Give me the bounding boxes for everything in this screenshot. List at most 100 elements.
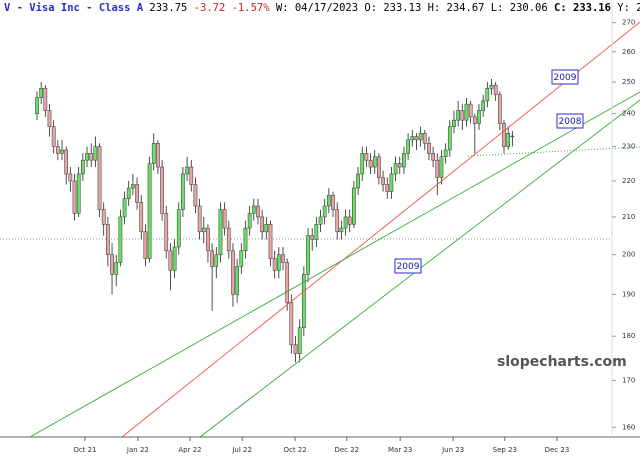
candle-body <box>464 103 469 121</box>
candle-body <box>72 180 77 214</box>
candle-body <box>93 146 98 161</box>
candle-body <box>243 227 248 252</box>
candle-body <box>310 235 315 240</box>
candle-body <box>302 274 306 328</box>
candle-body <box>472 116 477 124</box>
candle-body <box>452 119 456 127</box>
candle-body <box>201 227 206 233</box>
candle-body <box>210 250 214 267</box>
candle-body <box>60 149 64 154</box>
candle-body <box>156 142 160 168</box>
candle-body <box>226 227 231 252</box>
candle-body <box>114 262 119 275</box>
candle-body <box>39 88 44 98</box>
y-tick-label: 230 <box>622 143 635 151</box>
candle-body <box>135 184 139 203</box>
candle-body <box>306 235 310 275</box>
watermark: slopecharts.com <box>497 354 627 370</box>
candle-body <box>51 126 56 147</box>
close: C: 233.16 <box>554 2 611 14</box>
candle-body <box>352 187 356 225</box>
candle-body <box>68 173 73 182</box>
candle-body <box>443 149 448 157</box>
candle-body <box>318 216 323 225</box>
candle-body <box>272 258 277 271</box>
symbol: V - Visa Inc - Class A <box>4 2 144 14</box>
candle-body <box>343 216 348 229</box>
annotation-box <box>551 69 579 85</box>
candle-body <box>110 254 114 275</box>
candle-body <box>43 88 48 111</box>
candle-body <box>172 246 177 271</box>
annotation-box <box>556 113 584 129</box>
candle-body <box>381 177 385 185</box>
trend-line <box>29 91 640 438</box>
candle-body <box>447 126 452 151</box>
candle-body <box>339 227 344 233</box>
candle-body <box>176 209 181 248</box>
candle-body <box>410 136 415 141</box>
candle-body <box>477 110 481 124</box>
trend-line <box>467 146 640 157</box>
candle-body <box>276 254 281 271</box>
candle-body <box>289 302 294 346</box>
candle-body <box>327 194 331 207</box>
annotation: 2008 <box>556 113 584 129</box>
candle-body <box>106 224 110 255</box>
candle-body <box>247 213 252 229</box>
candle-body <box>297 327 302 354</box>
y-tick-label: 190 <box>622 290 635 298</box>
annotation: 2009 <box>394 258 422 274</box>
candle-body <box>439 156 444 178</box>
x-tick-label: Jun 23 <box>441 446 464 454</box>
y-tick-label: 180 <box>622 332 635 340</box>
y-tick-label: 240 <box>622 110 635 118</box>
candle-body <box>118 216 123 263</box>
candle-body <box>160 166 164 214</box>
candle-body <box>139 202 144 233</box>
candle-body <box>101 209 106 225</box>
y-tick-label: 170 <box>622 376 635 384</box>
candle-body <box>197 205 202 233</box>
x-tick-label: Oct 22 <box>283 446 306 454</box>
candle-body <box>264 224 269 233</box>
candle-body <box>456 110 460 121</box>
candle-body <box>335 209 340 233</box>
candle-body <box>414 136 419 141</box>
candle-body <box>64 149 69 175</box>
candle-body <box>235 266 239 295</box>
change: -3.72 <box>194 2 226 14</box>
candle-body <box>431 153 435 161</box>
candle-body <box>239 250 244 267</box>
annotation-label: 2009 <box>397 262 420 272</box>
candle-body <box>193 184 198 207</box>
candle-body <box>81 159 85 175</box>
change-pct: -1.57% <box>232 2 271 14</box>
candle-body <box>151 142 156 164</box>
y-tick-label: 250 <box>622 78 635 86</box>
candle-body <box>35 97 39 114</box>
candle-body <box>393 163 398 175</box>
candle-body <box>402 153 406 168</box>
candles <box>35 79 515 363</box>
candle-body <box>256 205 260 218</box>
y-tick-label: 210 <box>622 213 635 221</box>
candle-body <box>206 227 210 252</box>
year-high: Y: 254.79 <box>617 2 640 14</box>
candle-body <box>164 213 169 252</box>
candle-body <box>85 153 89 161</box>
x-tick-label: Jan 22 <box>126 446 149 454</box>
trend-line <box>121 21 640 438</box>
candle-body <box>497 94 502 124</box>
ohl: W: 04/17/2023 O: 233.13 H: 234.67 L: 230… <box>276 2 548 14</box>
candle-body <box>131 184 135 189</box>
candle-body <box>231 250 235 295</box>
x-tick-label: Dec 22 <box>334 446 359 454</box>
candle-body <box>377 156 381 178</box>
candle-body <box>281 254 285 263</box>
candle-body <box>406 139 410 154</box>
candle-body <box>222 209 227 229</box>
candle-body <box>485 88 490 102</box>
candle-body <box>489 84 494 89</box>
